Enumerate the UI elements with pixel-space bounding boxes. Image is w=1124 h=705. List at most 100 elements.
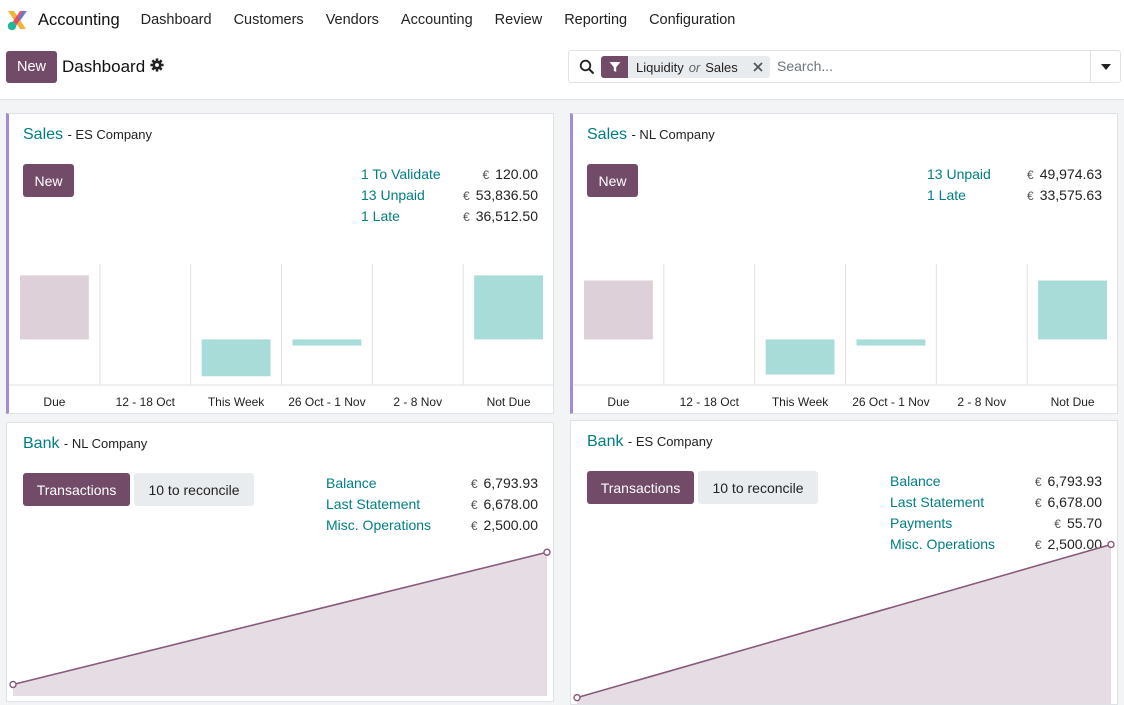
bank-es-card: Bank - ES Company Transactions 10 to rec… [570, 420, 1118, 705]
currency-symbol: € [1027, 189, 1034, 203]
reconcile-button[interactable]: 10 to reconcile [698, 471, 818, 504]
search-bar: Liquidity or Sales [568, 50, 1121, 83]
x-tick-label: Not Due [487, 395, 531, 409]
x-tick-label: 26 Oct - 1 Nov [288, 395, 365, 409]
stat-balance-link[interactable]: Balance [890, 473, 941, 489]
company-name: - NL Company [631, 127, 715, 142]
balance-line [576, 543, 1112, 699]
transactions-button[interactable]: Transactions [587, 471, 694, 504]
amount: 6,678.00 [483, 496, 539, 512]
menu-vendors[interactable]: Vendors [325, 12, 379, 28]
balance-point [9, 680, 17, 689]
facet-remove-icon[interactable] [745, 56, 770, 78]
stat-misc-operations-link[interactable]: Misc. Operations [326, 517, 432, 533]
balance-point [1107, 540, 1115, 549]
new-invoice-button[interactable]: New [587, 164, 638, 197]
stat-to-validate-link[interactable]: 1 To Validate [361, 166, 441, 182]
stat-late-value: €36,512.50 [463, 208, 538, 224]
sales-nl-aging-chart[interactable]: Due 12 - 18 Oct This Week 26 Oct - 1 Nov 2 -… [573, 114, 1118, 413]
transactions-button[interactable]: Transactions [23, 473, 130, 506]
bar-26-oct-1-nov [856, 339, 926, 346]
balance-area [13, 552, 547, 696]
x-tick-label: 2 - 8 Nov [957, 395, 1006, 409]
bank-nl-balance-chart[interactable] [7, 423, 553, 701]
filter-icon [601, 56, 628, 78]
bar-this-week [765, 339, 835, 375]
currency-symbol: € [1027, 168, 1034, 182]
facet-values: Liquidity or Sales [628, 56, 746, 78]
facet-value-liquidity: Liquidity [636, 59, 684, 75]
x-tick-label: 12 - 18 Oct [680, 395, 740, 409]
amount: 49,974.63 [1039, 166, 1102, 182]
bank-es-balance-chart[interactable] [571, 421, 1117, 704]
odoo-apps-icon[interactable] [6, 9, 28, 31]
stat-unpaid-link[interactable]: 13 Unpaid [927, 166, 991, 182]
sales-es-aging-chart[interactable]: Due 12 - 18 Oct This Week 26 Oct - 1 Nov 2 -… [9, 114, 554, 413]
menu-accounting[interactable]: Accounting [400, 12, 473, 28]
amount: 120.00 [495, 166, 538, 182]
search-options-toggle[interactable] [1090, 51, 1120, 82]
currency-symbol: € [1034, 496, 1042, 510]
amount: 6,793.93 [1047, 473, 1103, 489]
search-icon[interactable] [579, 59, 595, 75]
amount: 2,500.00 [1047, 536, 1103, 552]
bar-this-week [201, 339, 271, 377]
menu-customers[interactable]: Customers [233, 12, 304, 28]
stat-balance-link[interactable]: Balance [326, 475, 377, 491]
stat-last-statement-value: €6,678.00 [1035, 494, 1102, 510]
search-facet: Liquidity or Sales [601, 56, 770, 78]
reconcile-button[interactable]: 10 to reconcile [134, 473, 254, 506]
currency-symbol: € [463, 189, 470, 203]
stat-last-statement-value: €6,678.00 [471, 496, 538, 512]
x-tick-label: Due [607, 395, 629, 409]
journal-name-link[interactable]: Sales [23, 126, 64, 143]
amount: 33,575.63 [1039, 187, 1102, 203]
stat-balance-value: €6,793.93 [1035, 473, 1102, 489]
amount: 55.70 [1066, 515, 1102, 531]
journal-name-link[interactable]: Bank [587, 433, 624, 450]
x-tick-label: This Week [208, 395, 265, 409]
balance-point [543, 548, 551, 556]
stat-payments-link[interactable]: Payments [890, 515, 953, 531]
stat-misc-operations-link[interactable]: Misc. Operations [890, 536, 996, 552]
currency-symbol: € [470, 519, 478, 533]
bar-due [584, 280, 653, 340]
journal-name-link[interactable]: Sales [587, 126, 628, 143]
amount: 2,500.00 [483, 517, 539, 533]
x-tick-label: This Week [772, 395, 829, 409]
x-tick-label: Due [43, 395, 65, 409]
currency-symbol: € [1034, 475, 1042, 489]
stat-late-link[interactable]: 1 Late [927, 187, 966, 203]
x-tick-label: 2 - 8 Nov [393, 395, 442, 409]
search-input[interactable] [777, 58, 1077, 74]
stat-unpaid-value: €49,974.63 [1027, 166, 1102, 182]
menu-reporting[interactable]: Reporting [564, 12, 628, 28]
stat-last-statement-link[interactable]: Last Statement [326, 496, 421, 512]
amount: 6,793.93 [483, 475, 539, 491]
menu-dashboard[interactable]: Dashboard [140, 12, 212, 28]
stat-last-statement-link[interactable]: Last Statement [890, 494, 985, 510]
stat-unpaid-value: €53,836.50 [463, 187, 538, 203]
menu-review[interactable]: Review [494, 12, 543, 28]
card-title: Sales - NL Company [587, 126, 715, 144]
stat-unpaid-link[interactable]: 13 Unpaid [361, 187, 425, 203]
new-invoice-button[interactable]: New [23, 164, 74, 197]
control-panel: New Dashboard Liquidity or [0, 40, 1124, 100]
menu-configuration[interactable]: Configuration [649, 12, 736, 28]
currency-symbol: € [463, 210, 470, 224]
amount: 36,512.50 [475, 208, 538, 224]
x-tick-label: 12 - 18 Oct [116, 395, 176, 409]
company-name: - ES Company [67, 127, 153, 142]
amount: 6,678.00 [1047, 494, 1103, 510]
stat-late-value: €33,575.63 [1027, 187, 1102, 203]
stat-late-link[interactable]: 1 Late [361, 208, 400, 224]
facet-separator: or [688, 59, 701, 75]
app-title[interactable]: Accounting [38, 10, 120, 29]
stat-misc-operations-value: €2,500.00 [1035, 536, 1102, 552]
gear-icon[interactable] [150, 58, 164, 72]
x-tick-label: 26 Oct - 1 Nov [852, 395, 929, 409]
balance-area [577, 544, 1111, 704]
x-tick-label: Not Due [1051, 395, 1095, 409]
new-button[interactable]: New [6, 51, 57, 83]
journal-name-link[interactable]: Bank [23, 435, 60, 452]
